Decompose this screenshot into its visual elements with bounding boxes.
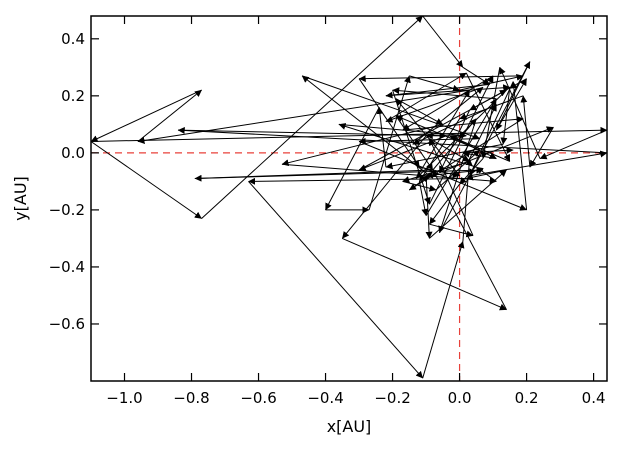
trajectory-segment: [368, 75, 411, 211]
trajectory-segment: [539, 129, 608, 160]
trajectory-segment: [90, 126, 608, 142]
x-tick-label: −0.6: [240, 389, 276, 407]
trajectory-segment: [248, 181, 424, 379]
trajectory-segment: [422, 240, 465, 379]
x-tick-label: −1.0: [106, 389, 142, 407]
trajectory-segment: [395, 98, 444, 125]
x-tick-label: −0.2: [374, 389, 410, 407]
x-tick-label: 0.2: [515, 389, 539, 407]
trajectory-segment: [412, 103, 497, 145]
trajectory-segment: [438, 118, 477, 234]
trajectory-segment: [137, 89, 470, 144]
trajectory-segment: [409, 75, 460, 92]
trajectory-segment: [358, 75, 524, 83]
trajectory-segment: [385, 84, 511, 97]
y-tick-label: −0.4: [49, 258, 85, 276]
trajectory-segment: [385, 86, 484, 123]
trajectory-segment: [90, 141, 202, 219]
trajectory-segment: [358, 89, 507, 171]
trajectory-segment: [341, 135, 427, 239]
trajectory-segment: [418, 181, 429, 216]
trajectory-segment: [392, 89, 431, 205]
y-axis: −0.6 −0.4 −0.2 0.0 0.2 0.4: [49, 30, 607, 333]
trajectory-segment: [338, 123, 477, 168]
y-tick-label: 0.2: [61, 87, 85, 105]
trajectory-segment: [435, 149, 481, 191]
x-axis: −1.0 −0.8 −0.6 −0.4 −0.2 0.0 0.2 0.4: [106, 16, 606, 407]
trajectory-segment: [194, 166, 484, 179]
x-tick-label: 0.0: [448, 389, 472, 407]
trajectory-segment: [480, 67, 501, 159]
reference-lines: [91, 16, 607, 381]
trajectory-segment: [529, 126, 554, 168]
trajectory-segment: [177, 126, 608, 154]
trajectory-segment: [412, 86, 484, 145]
trajectory-segment: [469, 150, 608, 177]
y-tick-label: 0.0: [61, 144, 85, 162]
trajectory-segment: [449, 135, 510, 162]
trajectory-segment: [402, 115, 524, 131]
trajectory-segment: [358, 78, 420, 168]
trajectory-segment: [495, 61, 531, 131]
y-axis-title: y[AU]: [11, 176, 30, 221]
plot-frame: [90, 15, 608, 382]
trajectory-segment: [462, 66, 490, 85]
trajectory-segment: [425, 175, 433, 239]
trajectory-segment: [90, 89, 202, 142]
trajectory-segment: [449, 135, 497, 160]
trajectory-segment: [422, 15, 464, 68]
trajectory-segment: [469, 104, 497, 159]
trajectory-segment: [429, 183, 460, 225]
trajectory-segment: [462, 146, 514, 154]
trajectory-segment: [429, 138, 470, 162]
trajectory-segment: [462, 150, 497, 160]
trajectory-segment: [429, 169, 507, 239]
y-tick-label: −0.2: [49, 201, 85, 219]
trajectory-segment: [358, 141, 527, 211]
trajectory-segment: [201, 15, 424, 219]
trajectory-segment: [495, 78, 528, 131]
y-tick-label: −0.6: [49, 315, 85, 333]
trajectory-segment: [428, 138, 474, 236]
trajectory-segment: [432, 169, 507, 310]
trajectory-segment: [301, 75, 481, 140]
trajectory-segment: [462, 158, 473, 242]
series-layer: [90, 15, 608, 379]
trajectory-segment: [342, 237, 507, 311]
trajectory-segment: [402, 75, 494, 131]
trajectory-segment: [137, 89, 202, 142]
trajectory-segment: [425, 169, 484, 179]
trajectory-segment: [499, 66, 541, 159]
x-tick-label: 0.4: [582, 389, 606, 407]
trajectory-segment: [465, 72, 511, 162]
x-tick-label: −0.4: [307, 389, 343, 407]
trajectory-segment: [465, 169, 507, 181]
y-tick-label: 0.4: [61, 30, 85, 48]
trajectory-segment: [500, 87, 511, 145]
trajectory-segment: [510, 81, 528, 210]
x-axis-title: x[AU]: [327, 417, 372, 436]
trajectory-segment: [402, 180, 437, 192]
trajectory-segment: [395, 115, 480, 151]
trajectory-segment: [428, 75, 494, 205]
trajectory-segment: [429, 223, 474, 238]
trajectory-segment: [301, 75, 430, 177]
trajectory-segment: [469, 81, 514, 177]
x-tick-label: −0.8: [173, 389, 209, 407]
trajectory-segment: [325, 107, 380, 211]
trajectory-segment: [385, 72, 467, 122]
trajectory-segment: [248, 177, 467, 185]
